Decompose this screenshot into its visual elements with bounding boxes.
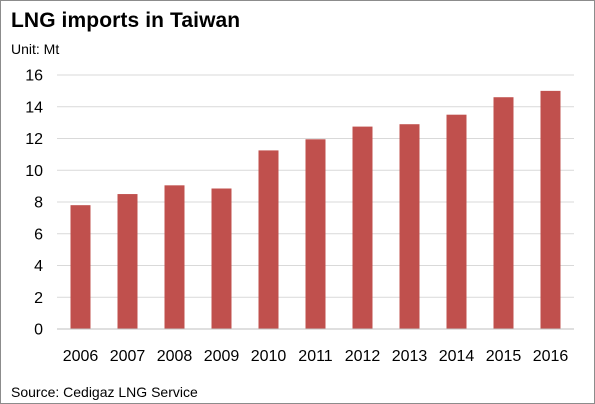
x-tick-label: 2006 — [63, 348, 99, 365]
bar-2013 — [399, 124, 420, 330]
bar-2011 — [305, 139, 326, 329]
bar-2007 — [117, 194, 138, 329]
y-tick-label: 0 — [34, 322, 43, 339]
x-tick-label: 2011 — [298, 348, 333, 365]
bars — [70, 90, 561, 330]
gridlines — [57, 74, 574, 298]
bar-2009 — [211, 188, 232, 329]
y-tick-label: 12 — [25, 131, 43, 148]
bar-2014 — [446, 114, 467, 329]
y-tick-label: 16 — [25, 68, 43, 85]
bar-2016 — [540, 90, 561, 329]
y-tick-label: 10 — [25, 163, 43, 180]
chart-subtitle: Unit: Mt — [11, 41, 60, 57]
bar-2008 — [164, 185, 185, 329]
x-tick-label: 2013 — [392, 348, 428, 365]
x-tick-label: 2008 — [157, 348, 193, 365]
y-tick-label: 14 — [25, 99, 43, 116]
y-axis-ticks: 0 2 4 6 8 10 12 14 16 — [25, 68, 43, 339]
x-tick-label: 2007 — [110, 348, 146, 365]
y-tick-label: 6 — [34, 226, 43, 243]
y-tick-label: 2 — [34, 290, 43, 307]
x-tick-label: 2014 — [439, 348, 475, 365]
chart-title: LNG imports in Taiwan — [11, 9, 241, 32]
x-tick-label: 2012 — [345, 348, 381, 365]
bar-2006 — [70, 205, 91, 329]
x-axis-ticks: 2006 2007 2008 2009 2010 2011 2012 2013 2014 2015… — [63, 348, 569, 365]
x-tick-label: 2015 — [486, 348, 522, 365]
bar-2010 — [258, 150, 279, 329]
bar-2012 — [352, 126, 373, 329]
bar-2015 — [493, 97, 514, 329]
x-tick-label: 2016 — [533, 348, 569, 365]
y-tick-label: 4 — [34, 258, 43, 275]
chart-source: Source: Cedigaz LNG Service — [11, 384, 198, 400]
y-tick-label: 8 — [34, 195, 43, 212]
x-tick-label: 2009 — [204, 348, 240, 365]
x-tick-label: 2010 — [251, 348, 287, 365]
